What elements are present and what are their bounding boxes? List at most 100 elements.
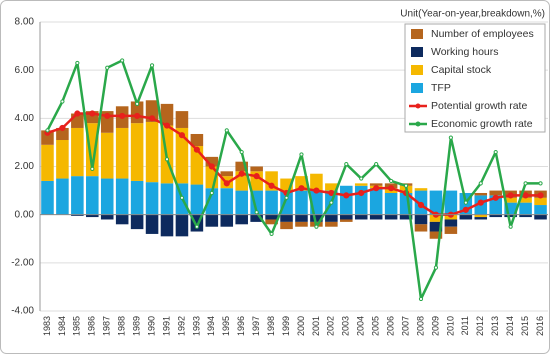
bar bbox=[115, 127, 129, 179]
point bbox=[134, 112, 141, 120]
y-tick-label: 6.00 bbox=[15, 65, 35, 76]
bar bbox=[354, 214, 368, 220]
point bbox=[417, 201, 425, 209]
bar bbox=[414, 188, 428, 191]
point bbox=[149, 63, 155, 68]
x-tick-label: 2009 bbox=[430, 316, 440, 336]
point bbox=[148, 115, 156, 122]
bar bbox=[369, 214, 383, 220]
bar bbox=[444, 190, 458, 215]
point bbox=[208, 163, 215, 170]
bar bbox=[489, 195, 502, 215]
point bbox=[59, 124, 66, 132]
bar bbox=[130, 101, 144, 124]
bar bbox=[369, 188, 383, 215]
y-tick-label: -2.00 bbox=[11, 257, 34, 268]
x-tick-label: 1990 bbox=[146, 316, 156, 336]
bar bbox=[265, 171, 278, 191]
point bbox=[238, 170, 245, 177]
legend-swatch bbox=[411, 65, 423, 75]
point bbox=[254, 210, 259, 215]
point bbox=[298, 185, 305, 192]
x-tick-label: 1994 bbox=[206, 316, 216, 336]
bar bbox=[250, 166, 263, 172]
x-tick-label: 1995 bbox=[221, 316, 231, 336]
legend-label: Number of employees bbox=[431, 28, 534, 40]
point bbox=[507, 192, 514, 199]
bar bbox=[399, 214, 413, 220]
point bbox=[45, 128, 50, 133]
point bbox=[179, 195, 185, 200]
bar bbox=[160, 183, 174, 215]
bar bbox=[205, 214, 219, 227]
legend-label: Capital stock bbox=[431, 64, 492, 76]
bar bbox=[519, 202, 532, 215]
point bbox=[313, 187, 320, 194]
point bbox=[105, 65, 110, 70]
bar bbox=[175, 127, 189, 184]
x-tick-label: 2014 bbox=[505, 316, 515, 336]
bar bbox=[41, 144, 54, 181]
point bbox=[164, 157, 170, 162]
bar bbox=[175, 214, 189, 237]
point bbox=[389, 178, 394, 184]
point bbox=[194, 224, 199, 229]
bar bbox=[310, 214, 323, 222]
bar bbox=[265, 190, 278, 215]
point bbox=[522, 192, 529, 199]
point bbox=[119, 112, 126, 120]
point bbox=[104, 112, 111, 120]
point bbox=[448, 135, 453, 140]
x-tick-label: 2003 bbox=[341, 316, 351, 336]
unit-label: Unit(Year-on-year,breakdown,%) bbox=[400, 9, 545, 20]
point bbox=[89, 110, 96, 117]
bar bbox=[220, 171, 234, 177]
bar bbox=[534, 205, 547, 215]
bar bbox=[444, 226, 458, 234]
bar bbox=[71, 176, 84, 215]
bar bbox=[145, 121, 159, 183]
bar bbox=[459, 214, 473, 220]
x-tick-label: 2013 bbox=[490, 316, 500, 336]
bar bbox=[295, 214, 308, 222]
bar bbox=[190, 146, 204, 185]
bar bbox=[56, 178, 69, 215]
bar bbox=[474, 192, 488, 196]
line bbox=[46, 59, 541, 301]
bar bbox=[100, 178, 114, 215]
x-tick-label: 2007 bbox=[400, 316, 410, 336]
x-tick-label: 2012 bbox=[475, 316, 485, 336]
bar bbox=[325, 221, 338, 227]
x-tick-label: 1999 bbox=[281, 316, 291, 336]
bar bbox=[474, 217, 488, 220]
bar bbox=[86, 123, 99, 177]
x-tick-label: 1991 bbox=[161, 316, 171, 336]
bar bbox=[489, 214, 502, 218]
bar bbox=[56, 140, 69, 179]
bar bbox=[325, 214, 338, 222]
point bbox=[478, 181, 483, 186]
bar bbox=[115, 214, 129, 225]
y-tick-label: 2.00 bbox=[15, 161, 35, 172]
bar bbox=[145, 100, 159, 122]
x-tick-label: 1997 bbox=[251, 316, 261, 336]
bar bbox=[534, 214, 547, 220]
x-tick-label: 1987 bbox=[102, 316, 112, 336]
x-tick-label: 1992 bbox=[176, 316, 186, 336]
point bbox=[253, 173, 260, 180]
bar bbox=[190, 133, 204, 147]
bar bbox=[265, 214, 278, 220]
x-tick-label: 1998 bbox=[266, 316, 276, 336]
bar bbox=[414, 224, 428, 232]
bar bbox=[145, 214, 159, 234]
bar bbox=[250, 214, 263, 222]
point bbox=[224, 128, 229, 133]
bar bbox=[504, 197, 517, 203]
bar bbox=[115, 178, 129, 215]
bar bbox=[384, 192, 398, 215]
point bbox=[193, 146, 200, 153]
y-tick-label: 0.00 bbox=[15, 209, 35, 220]
legend-swatch bbox=[411, 83, 423, 93]
point bbox=[374, 161, 379, 167]
